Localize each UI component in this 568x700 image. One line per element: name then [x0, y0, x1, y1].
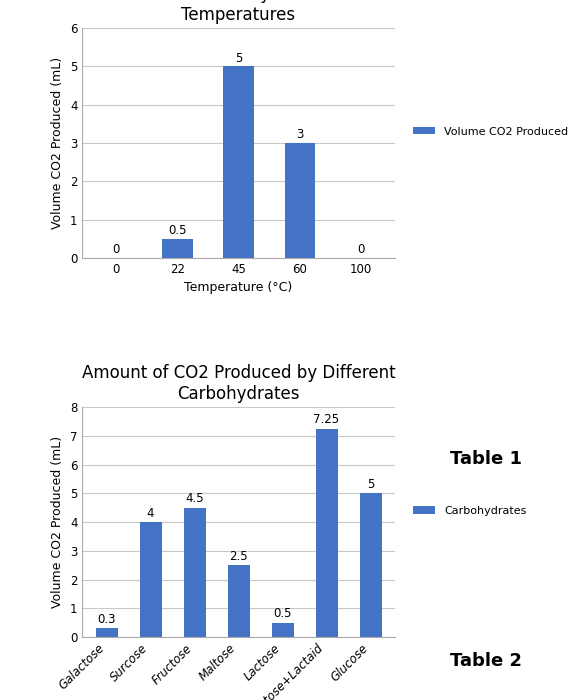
Text: 4: 4 [147, 507, 154, 520]
Title: Amount of CO2 Produced by Glucose at Different
Temperatures: Amount of CO2 Produced by Glucose at Dif… [35, 0, 442, 24]
Text: Table 1: Table 1 [450, 449, 521, 468]
Y-axis label: Volume CO2 Produced (mL): Volume CO2 Produced (mL) [52, 57, 64, 229]
Bar [316, 428, 337, 637]
Bar [228, 565, 249, 637]
Text: 5: 5 [235, 52, 242, 65]
Title: Amount of CO2 Produced by Different
Carbohydrates: Amount of CO2 Produced by Different Carb… [82, 364, 395, 403]
Text: 3: 3 [296, 128, 303, 141]
Text: 0: 0 [112, 244, 120, 256]
X-axis label: Temperature (°C): Temperature (°C) [185, 281, 293, 294]
Bar [140, 522, 161, 637]
Bar [360, 494, 382, 637]
Bar [162, 239, 193, 258]
Text: 2.5: 2.5 [229, 550, 248, 563]
Text: 5: 5 [367, 478, 374, 491]
Bar [272, 622, 294, 637]
Text: Table 2: Table 2 [450, 652, 521, 671]
Bar [223, 66, 254, 258]
Text: 7.25: 7.25 [314, 414, 340, 426]
Text: 0.5: 0.5 [168, 224, 186, 237]
Legend: Volume CO2 Produced (mL): Volume CO2 Produced (mL) [413, 127, 568, 136]
Bar [183, 508, 206, 637]
Legend: Carbohydrates: Carbohydrates [413, 505, 527, 516]
Text: 0.3: 0.3 [97, 613, 116, 626]
Text: 0.5: 0.5 [273, 608, 292, 620]
Bar [285, 143, 315, 258]
Text: 4.5: 4.5 [185, 492, 204, 505]
Y-axis label: Volume CO2 Produced (mL): Volume CO2 Produced (mL) [52, 436, 64, 608]
Text: 0: 0 [357, 244, 365, 256]
Bar [95, 629, 118, 637]
